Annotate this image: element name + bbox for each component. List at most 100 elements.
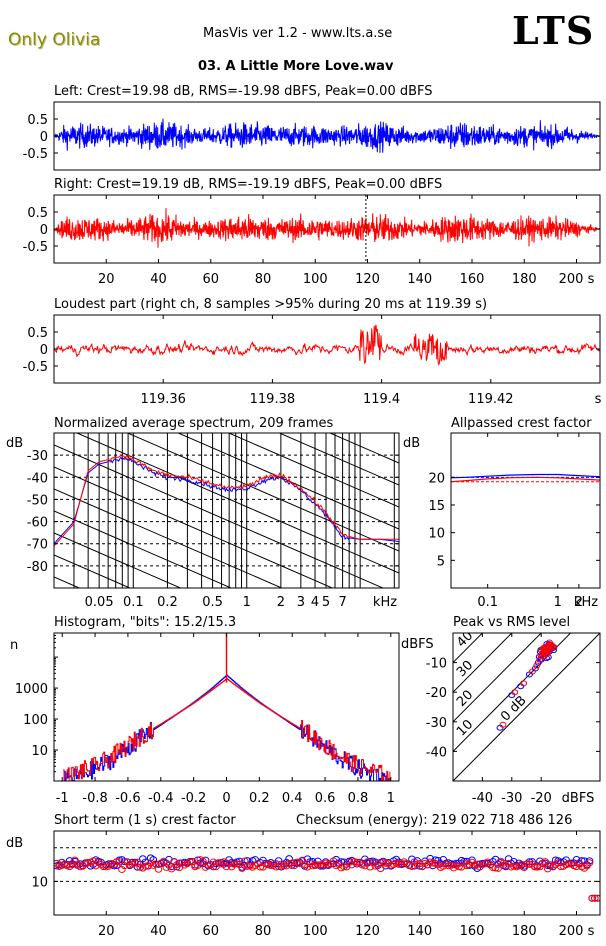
stcf-point-right bbox=[112, 858, 121, 866]
spectrum-xtick-9: 7 bbox=[338, 595, 346, 610]
lts-logo: LTS bbox=[512, 8, 595, 53]
stcf-point-right bbox=[345, 858, 354, 866]
stcf-point-right bbox=[306, 860, 314, 868]
panel-left_waveform: 0.5 0 -0.5 bbox=[23, 101, 601, 171]
spectrum-ytick-2: -50 bbox=[27, 493, 48, 508]
spectrum-xtick-6: 3 bbox=[297, 595, 305, 610]
spectrum-ytick-3: -60 bbox=[27, 516, 48, 531]
xtick-label-right-0: 20 bbox=[98, 272, 115, 287]
spectrum-xtick-5: 2 bbox=[277, 595, 285, 610]
stcf-point-right bbox=[538, 860, 547, 868]
stcf-point-left bbox=[162, 859, 171, 867]
stcf-point-right bbox=[476, 863, 484, 871]
histogram-xtick-10: 1 bbox=[387, 791, 395, 806]
app-title: MasVis ver 1.2 - www.lts.a.se bbox=[203, 26, 393, 41]
pvr-ytick-1: -20 bbox=[426, 686, 447, 701]
stcf-point-right bbox=[186, 858, 194, 866]
histogram-xtick-1: -0.8 bbox=[82, 791, 107, 806]
stcf-xtick-0: 20 bbox=[98, 924, 115, 939]
pvr-diagonal-0 bbox=[453, 633, 600, 781]
album-title: Only Olivia bbox=[8, 30, 101, 50]
checksum-text: Checksum (energy): 219 022 718 486 126 bbox=[296, 813, 572, 828]
histogram-ylabel: n bbox=[10, 638, 18, 653]
pvr-diag-label-2: 20 bbox=[454, 688, 476, 710]
pvr-ytick-0: -10 bbox=[426, 657, 447, 672]
pvr-xtick-2: -20 bbox=[531, 791, 552, 806]
stcf-point-right bbox=[94, 858, 103, 866]
loudest-line bbox=[54, 324, 600, 366]
stcf-point-right bbox=[154, 865, 163, 873]
spectrum-ytick-1: -40 bbox=[27, 471, 48, 486]
stcf-point-right bbox=[580, 864, 589, 872]
histogram-xtick-6: 0.2 bbox=[249, 791, 270, 806]
stcf-point-right bbox=[439, 862, 448, 870]
stcf-xtick-1: 40 bbox=[150, 924, 167, 939]
panel-allpassed-frame bbox=[450, 432, 601, 589]
ytick-label-right_waveform-1: 0 bbox=[40, 223, 48, 238]
loudest-ytick-2: -0.5 bbox=[23, 360, 48, 375]
histogram-line-right bbox=[63, 678, 391, 781]
stcf-point-right bbox=[384, 859, 393, 867]
stcf-xtick-3: 80 bbox=[255, 924, 272, 939]
spectrum-xtick-4: 1 bbox=[243, 595, 251, 610]
stcf-point-left bbox=[141, 858, 150, 866]
histogram-xtick-0: -1 bbox=[56, 791, 69, 806]
loudest-xunit: s bbox=[595, 392, 602, 407]
stcf-point-left bbox=[525, 858, 534, 866]
spectrum-xtick-7: 4 bbox=[311, 595, 319, 610]
panel-short-term-crest-plot bbox=[54, 847, 600, 902]
stcf-xtick-7: 160 bbox=[460, 924, 485, 939]
stcf-point-right bbox=[78, 862, 87, 870]
loudest-xtick-1: 119.38 bbox=[250, 392, 296, 407]
xtick-label-right-5: 120 bbox=[355, 272, 380, 287]
histogram-line-left bbox=[63, 674, 391, 781]
loudest-ytick-1: 0 bbox=[40, 343, 48, 358]
spectrum-xtick-3: 0.5 bbox=[202, 595, 223, 610]
stcf-point-right bbox=[235, 861, 244, 869]
stcf-point-right bbox=[585, 859, 594, 867]
panel-spectrum: -30 -40 -50 -60 -70 -80 bbox=[27, 432, 400, 589]
stcf-point-right bbox=[590, 894, 599, 902]
panel-histogram: 1000 100 10 bbox=[15, 632, 400, 782]
panel-short-term-crest: 10 bbox=[31, 830, 601, 916]
xtick-label-right-6: 140 bbox=[407, 272, 432, 287]
crest-ytick-3: 5 bbox=[437, 554, 445, 569]
panel-allpassed: 20 15 10 5 bbox=[428, 432, 601, 589]
pvr-point-right bbox=[520, 680, 528, 687]
stcf-point-right bbox=[118, 865, 126, 873]
stcf-point-right bbox=[253, 859, 262, 867]
stcf-point-right bbox=[144, 862, 152, 870]
stcf-xtick-2: 60 bbox=[202, 924, 219, 939]
crest-ytick-2: 10 bbox=[428, 527, 445, 542]
stcf-point-right bbox=[167, 865, 176, 873]
panel-loudest: 0.5 0 -0.5 bbox=[23, 314, 601, 384]
stcf-point-right bbox=[165, 861, 173, 869]
crest-title: Allpassed crest factor bbox=[451, 416, 592, 431]
stcf-point-right bbox=[457, 863, 466, 871]
xtick-label-right-1: 40 bbox=[150, 272, 167, 287]
crest-xtick-2: 2 bbox=[575, 595, 583, 610]
spectrum-ytick-4: -70 bbox=[27, 538, 48, 553]
stcf-xtick-6: 140 bbox=[407, 924, 432, 939]
pvr-point-right bbox=[499, 721, 507, 728]
ytick-label-right_waveform-0: 0.5 bbox=[27, 206, 48, 221]
spectrum-title: Normalized average spectrum, 209 frames bbox=[54, 416, 333, 431]
crest-line-left bbox=[451, 473, 600, 479]
crest-ylabel: dB bbox=[403, 436, 420, 451]
waveform-title-left_waveform: Left: Crest=19.98 dB, RMS=-19.98 dBFS, P… bbox=[54, 84, 433, 99]
loudest-xtick-3: 119.42 bbox=[468, 392, 514, 407]
histogram-title: Histogram, "bits": 15.2/15.3 bbox=[54, 615, 236, 630]
stcf-xtick-5: 120 bbox=[355, 924, 380, 939]
crest-line-right bbox=[451, 476, 600, 483]
histogram-xtick-5: 0 bbox=[222, 791, 230, 806]
waveform-line-left_waveform bbox=[54, 118, 600, 153]
pvr-diagonal-40 bbox=[453, 633, 484, 664]
xtick-label-right-8: 180 bbox=[512, 272, 537, 287]
loudest-xtick-0: 119.36 bbox=[140, 392, 186, 407]
pvr-point-right bbox=[542, 651, 550, 658]
histogram-xtick-3: -0.4 bbox=[148, 791, 173, 806]
stcf-point-right bbox=[71, 856, 79, 864]
pvr-diag-label-1: 30 bbox=[454, 658, 476, 680]
